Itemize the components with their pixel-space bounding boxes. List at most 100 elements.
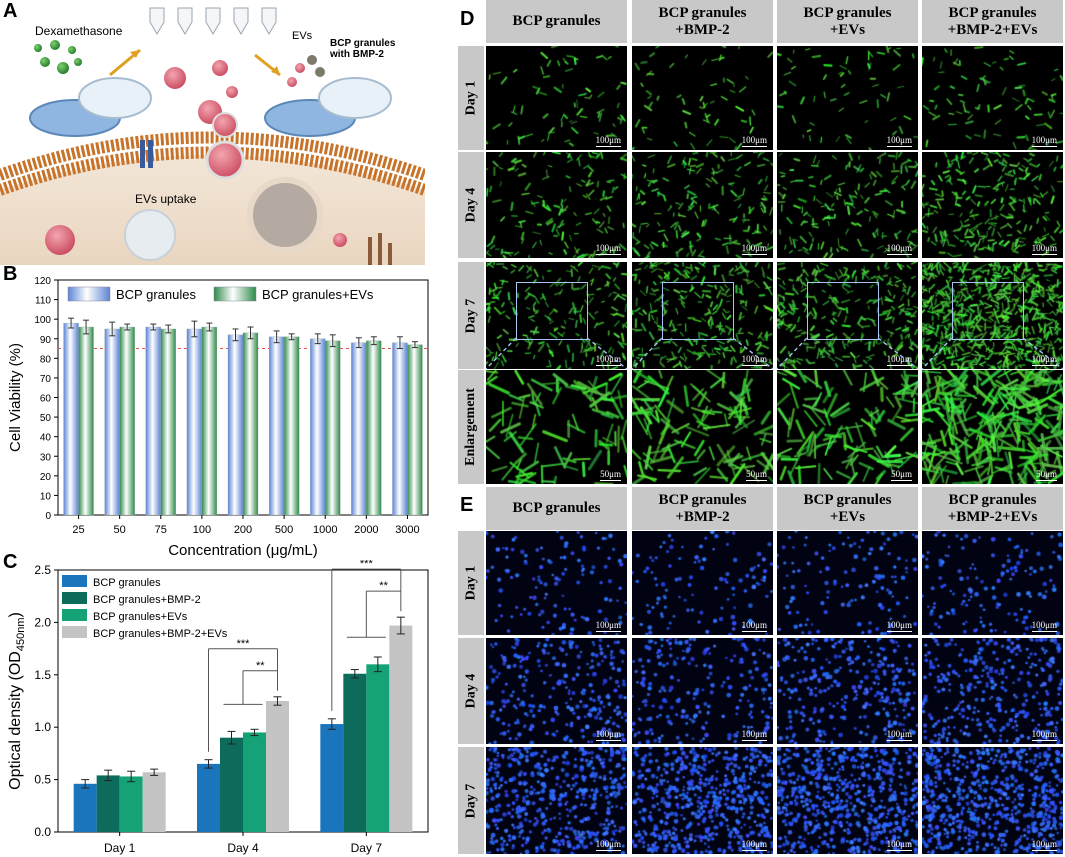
scale-bar: 100μm bbox=[741, 354, 767, 364]
bar bbox=[119, 326, 135, 516]
scale-bar: 100μm bbox=[1031, 729, 1057, 739]
column-header: BCP granules +EVs bbox=[777, 0, 918, 43]
column-header: BCP granules +EVs bbox=[777, 487, 918, 530]
row-label-text: Day 4 bbox=[463, 187, 478, 223]
y-tick-label: 30 bbox=[40, 452, 52, 463]
y-tick-label: 10 bbox=[40, 491, 52, 502]
bar bbox=[242, 332, 259, 516]
column-header: BCP granules +BMP-2+EVs bbox=[922, 487, 1063, 530]
zoom-box bbox=[952, 282, 1024, 340]
legend-label: BCP granules+EVs bbox=[262, 287, 374, 302]
nuclei-image: 100μm bbox=[632, 638, 773, 744]
x-tick-label: 200 bbox=[234, 524, 252, 536]
bar bbox=[227, 334, 244, 516]
bar bbox=[104, 328, 120, 516]
fluorescence-image: 50μm bbox=[777, 370, 918, 484]
bar bbox=[325, 340, 341, 516]
legend-swatch bbox=[67, 286, 111, 302]
y-axis-label-sub: 450nm bbox=[15, 617, 27, 651]
image-canvas bbox=[486, 46, 627, 150]
legend-label: BCP granules+EVs bbox=[93, 611, 188, 623]
legend-swatch bbox=[62, 575, 87, 587]
scale-bar: 100μm bbox=[595, 135, 621, 145]
x-tick-label: 100 bbox=[193, 524, 211, 536]
fluorescence-image: 50μm bbox=[922, 370, 1063, 484]
bar bbox=[160, 328, 176, 516]
y-tick-label: 50 bbox=[40, 413, 52, 424]
image-canvas bbox=[777, 46, 918, 150]
bar bbox=[366, 340, 382, 516]
row-label-text: Day 7 bbox=[463, 298, 478, 333]
y-tick-label: 0.5 bbox=[34, 773, 51, 787]
panel-label-c: C bbox=[3, 551, 18, 573]
y-tick-label: 110 bbox=[35, 296, 51, 307]
nuclei-image: 100μm bbox=[922, 531, 1063, 635]
bar bbox=[186, 328, 203, 516]
image-canvas bbox=[777, 531, 918, 635]
bcp-bmp2-label: BCP granules with BMP-2 bbox=[330, 38, 396, 60]
row-label: Day 1 bbox=[458, 46, 484, 150]
fluorescence-image: 100μm bbox=[632, 262, 773, 369]
legend-swatch bbox=[62, 626, 87, 638]
legend-swatch bbox=[62, 592, 87, 604]
scale-bar: 100μm bbox=[886, 135, 912, 145]
scale-bar: 100μm bbox=[595, 354, 621, 364]
scale-bar: 100μm bbox=[741, 839, 767, 849]
y-axis-label-end: ) bbox=[7, 612, 24, 617]
image-canvas bbox=[922, 152, 1063, 258]
nuclei-image: 100μm bbox=[777, 531, 918, 635]
fluorescence-image: 100μm bbox=[922, 46, 1063, 150]
fluorescence-image: 100μm bbox=[777, 152, 918, 258]
scale-bar: 100μm bbox=[595, 243, 621, 253]
y-tick-label: 20 bbox=[40, 472, 52, 483]
bar bbox=[343, 673, 367, 832]
legend-swatch bbox=[213, 286, 257, 302]
nuclei-image: 100μm bbox=[632, 531, 773, 635]
bar bbox=[389, 625, 413, 832]
bar bbox=[201, 326, 218, 516]
image-canvas bbox=[777, 747, 918, 854]
x-axis-label: Concentration (μg/mL) bbox=[168, 542, 318, 559]
nuclei-image: 100μm bbox=[486, 747, 627, 854]
significance-label: ** bbox=[256, 660, 265, 672]
column-header: BCP granules +BMP-2+EVs bbox=[922, 0, 1063, 43]
fluorescence-image: 50μm bbox=[486, 370, 627, 484]
significance-label: *** bbox=[237, 638, 251, 650]
row-label: Enlargement bbox=[458, 370, 484, 484]
fluorescence-image: 100μm bbox=[486, 262, 627, 369]
fluorescence-image: 100μm bbox=[922, 152, 1063, 258]
row-label-text: Day 7 bbox=[463, 783, 478, 818]
scale-bar: 50μm bbox=[891, 469, 912, 479]
zoom-box bbox=[807, 282, 879, 340]
scale-bar: 100μm bbox=[741, 729, 767, 739]
image-canvas bbox=[486, 531, 627, 635]
bar bbox=[351, 342, 367, 516]
y-tick-label: 2.0 bbox=[34, 615, 51, 629]
fluorescence-image: 100μm bbox=[486, 46, 627, 150]
image-canvas bbox=[632, 370, 773, 484]
y-tick-label: 1.5 bbox=[34, 668, 51, 682]
scale-bar: 100μm bbox=[1031, 620, 1057, 630]
y-tick-label: 60 bbox=[40, 394, 52, 405]
schematic-illustration bbox=[0, 7, 425, 265]
scale-bar: 100μm bbox=[1031, 243, 1057, 253]
fluorescence-image: 50μm bbox=[632, 370, 773, 484]
nuclei-image: 100μm bbox=[777, 747, 918, 854]
significance-label: *** bbox=[360, 560, 374, 570]
bar bbox=[407, 344, 423, 516]
panel-label-b: B bbox=[3, 263, 18, 285]
image-canvas bbox=[632, 747, 773, 854]
zoom-box bbox=[662, 282, 734, 340]
image-canvas bbox=[632, 46, 773, 150]
legend-label: BCP granules+BMP-2+EVs bbox=[93, 628, 228, 640]
panel-label-d: D bbox=[460, 8, 475, 30]
bar bbox=[320, 724, 344, 832]
bar bbox=[197, 763, 220, 832]
scale-bar: 100μm bbox=[741, 243, 767, 253]
evs-uptake-label: EVs uptake bbox=[135, 192, 197, 206]
scale-bar: 100μm bbox=[741, 620, 767, 630]
panel-label-a: A bbox=[3, 0, 18, 22]
image-canvas bbox=[486, 370, 627, 484]
scale-bar: 100μm bbox=[595, 620, 621, 630]
bar bbox=[266, 701, 289, 832]
